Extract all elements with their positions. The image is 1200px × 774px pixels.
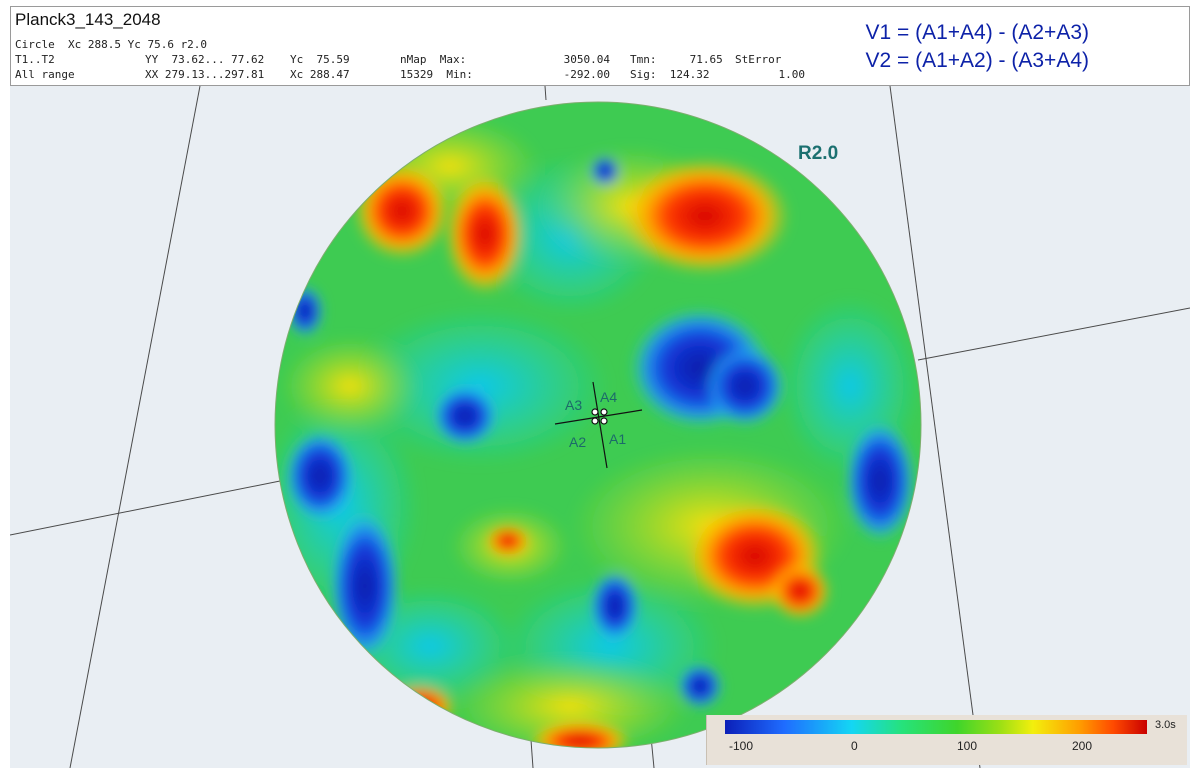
info-header: Planck3_143_2048 Circle Xc 288.5 Yc 75.6… (10, 6, 1190, 86)
stats-row-t1t2: T1..T2 YY 73.62... 77.62 Yc 75.59 nMap M… (15, 52, 835, 67)
map-viewport[interactable]: A1 A2 A3 A4 R2.0 (10, 86, 1190, 768)
stats-cell: nMap Max: (400, 53, 467, 66)
stats-cell: Yc 75.59 (290, 53, 350, 66)
formula-v2: V2 = (A1+A2) - (A3+A4) (865, 49, 1089, 72)
stats-cell: Circle Xc 288.5 Yc 75.6 r2.0 (15, 38, 208, 51)
radius-label: R2.0 (798, 143, 838, 164)
stats-cell: StError (735, 53, 782, 66)
stats-cell: Sig: 124.32 (630, 68, 710, 81)
stats-cell: -292.00 (563, 68, 610, 81)
point-label-a2: A2 (569, 434, 586, 450)
point-label-a3: A3 (565, 397, 582, 413)
stats-row-allrange: All range XX 279.13...297.81 Xc 288.47 1… (15, 67, 835, 82)
stats-cell: Tmn: 71.65 (630, 53, 723, 66)
stats-cell: YY 73.62... 77.62 (145, 53, 265, 66)
stats-cell: 3050.04 (563, 53, 610, 66)
colorbar-unit: 3.0s (1155, 719, 1176, 731)
formula-v1: V1 = (A1+A4) - (A2+A3) (865, 21, 1089, 44)
colorbar-tick: 100 (957, 739, 978, 753)
stats-table: Circle Xc 288.5 Yc 75.6 r2.0 T1..T2 YY 7… (15, 37, 835, 82)
stats-cell: Xc 288.47 (290, 68, 350, 81)
map-canvas[interactable]: A1 A2 A3 A4 R2.0 (10, 86, 1190, 768)
stats-cell: T1..T2 (15, 53, 55, 66)
colorbar-panel: 3.0s -100 0 100 200 (706, 715, 1187, 765)
colorbar-tick: -100 (729, 739, 754, 753)
stats-cell: 15329 Min: (400, 68, 473, 81)
sky-map-disk (275, 102, 921, 748)
point-label-a1: A1 (609, 431, 626, 447)
stats-row-circle: Circle Xc 288.5 Yc 75.6 r2.0 (15, 37, 835, 52)
map-title: Planck3_143_2048 (15, 10, 161, 29)
formula-block: V1 = (A1+A4) - (A2+A3) V2 = (A1+A2) - (A… (865, 19, 1089, 75)
stats-cell: XX 279.13...297.81 (145, 68, 265, 81)
colorbar-tick: 200 (1072, 739, 1093, 753)
colorbar-gradient (725, 720, 1147, 734)
stats-cell: All range (15, 68, 75, 81)
stats-cell: 1.00 (778, 68, 806, 81)
center-marker[interactable] (554, 381, 643, 469)
colorbar-tick: 0 (851, 739, 858, 753)
point-label-a4: A4 (600, 389, 617, 405)
